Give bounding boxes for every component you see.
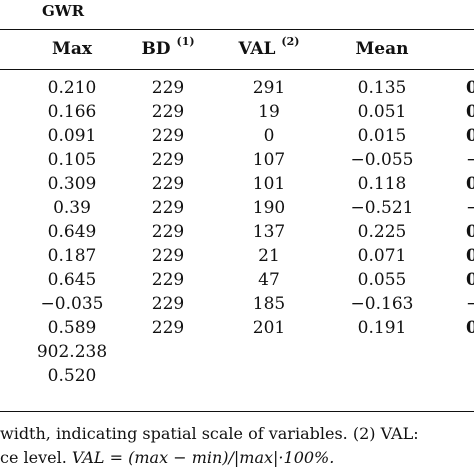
section-title: GWR xyxy=(42,2,85,20)
cell-bd: 229 xyxy=(151,222,185,242)
cell-mean: 0.225 xyxy=(357,222,407,242)
column-header-max: Max xyxy=(52,39,92,59)
bd-footnote-marker: (1) xyxy=(176,35,195,49)
cell-max: 0.105 xyxy=(47,150,97,170)
cell-max: 0.39 xyxy=(53,198,91,218)
cell-bd: 229 xyxy=(151,318,185,338)
cell-bd: 229 xyxy=(151,174,185,194)
cell-max: −0.035 xyxy=(40,294,104,314)
cell-mean: −0.163 xyxy=(350,294,414,314)
cell-val: 101 xyxy=(252,174,286,194)
cell-max: 902.238 xyxy=(36,342,108,362)
cell-cut-off: 0 xyxy=(466,78,474,98)
cell-bd: 229 xyxy=(151,246,185,266)
table-header-rule xyxy=(0,69,474,70)
cell-cut-off: − xyxy=(466,198,474,218)
cell-val: 137 xyxy=(252,222,286,242)
cell-bd: 229 xyxy=(151,198,185,218)
cell-mean: 0.135 xyxy=(357,78,407,98)
column-header-bd: BD (1) xyxy=(141,35,195,59)
cell-cut-off: 0 xyxy=(466,126,474,146)
cell-val: 190 xyxy=(252,198,286,218)
cell-cut-off: 0 xyxy=(466,270,474,290)
cell-max: 0.520 xyxy=(47,366,97,386)
footnote-line-1: width, indicating spatial scale of varia… xyxy=(0,424,419,443)
val-footnote-marker: (2) xyxy=(281,35,300,49)
cell-val: 19 xyxy=(258,102,280,122)
cell-bd: 229 xyxy=(151,126,185,146)
cell-max: 0.589 xyxy=(47,318,97,338)
cell-mean: 0.191 xyxy=(357,318,407,338)
cell-cut-off: 0 xyxy=(466,318,474,338)
cell-max: 0.309 xyxy=(47,174,97,194)
table-bottom-rule xyxy=(0,411,474,412)
cell-bd: 229 xyxy=(151,150,185,170)
cell-cut-off: 0 xyxy=(466,222,474,242)
cell-mean: 0.055 xyxy=(357,270,407,290)
footnote-line-2-text: ce level. xyxy=(0,448,72,467)
cell-cut-off: − xyxy=(466,294,474,314)
column-header-val: VAL (2) xyxy=(238,35,300,59)
cell-mean: −0.055 xyxy=(350,150,414,170)
cell-max: 0.166 xyxy=(47,102,97,122)
cell-val: 107 xyxy=(252,150,286,170)
cell-val: 291 xyxy=(252,78,286,98)
cell-val: 47 xyxy=(258,270,280,290)
cell-val: 21 xyxy=(258,246,280,266)
cell-max: 0.649 xyxy=(47,222,97,242)
cell-val: 0 xyxy=(263,126,275,146)
cell-cut-off: 0 xyxy=(466,174,474,194)
cell-mean: 0.118 xyxy=(357,174,407,194)
cell-bd: 229 xyxy=(151,294,185,314)
cell-cut-off: − xyxy=(466,150,474,170)
cell-mean: 0.071 xyxy=(357,246,407,266)
cell-mean: 0.015 xyxy=(357,126,407,146)
val-formula: VAL = (max − min)/|max|·100%. xyxy=(71,448,335,467)
cell-mean: −0.521 xyxy=(350,198,414,218)
column-header-mean: Mean xyxy=(355,39,409,59)
cell-bd: 229 xyxy=(151,102,185,122)
cell-bd: 229 xyxy=(151,270,185,290)
cell-cut-off: 0 xyxy=(466,102,474,122)
cell-max: 0.210 xyxy=(47,78,97,98)
cell-max: 0.187 xyxy=(47,246,97,266)
cell-mean: 0.051 xyxy=(357,102,407,122)
cell-max: 0.091 xyxy=(47,126,97,146)
table-top-rule xyxy=(0,29,474,30)
cell-bd: 229 xyxy=(151,78,185,98)
cell-val: 185 xyxy=(252,294,286,314)
footnote-line-2: ce level. VAL = (max − min)/|max|·100%. xyxy=(0,448,334,468)
cell-max: 0.645 xyxy=(47,270,97,290)
cell-val: 201 xyxy=(252,318,286,338)
cell-cut-off: 0 xyxy=(466,246,474,266)
